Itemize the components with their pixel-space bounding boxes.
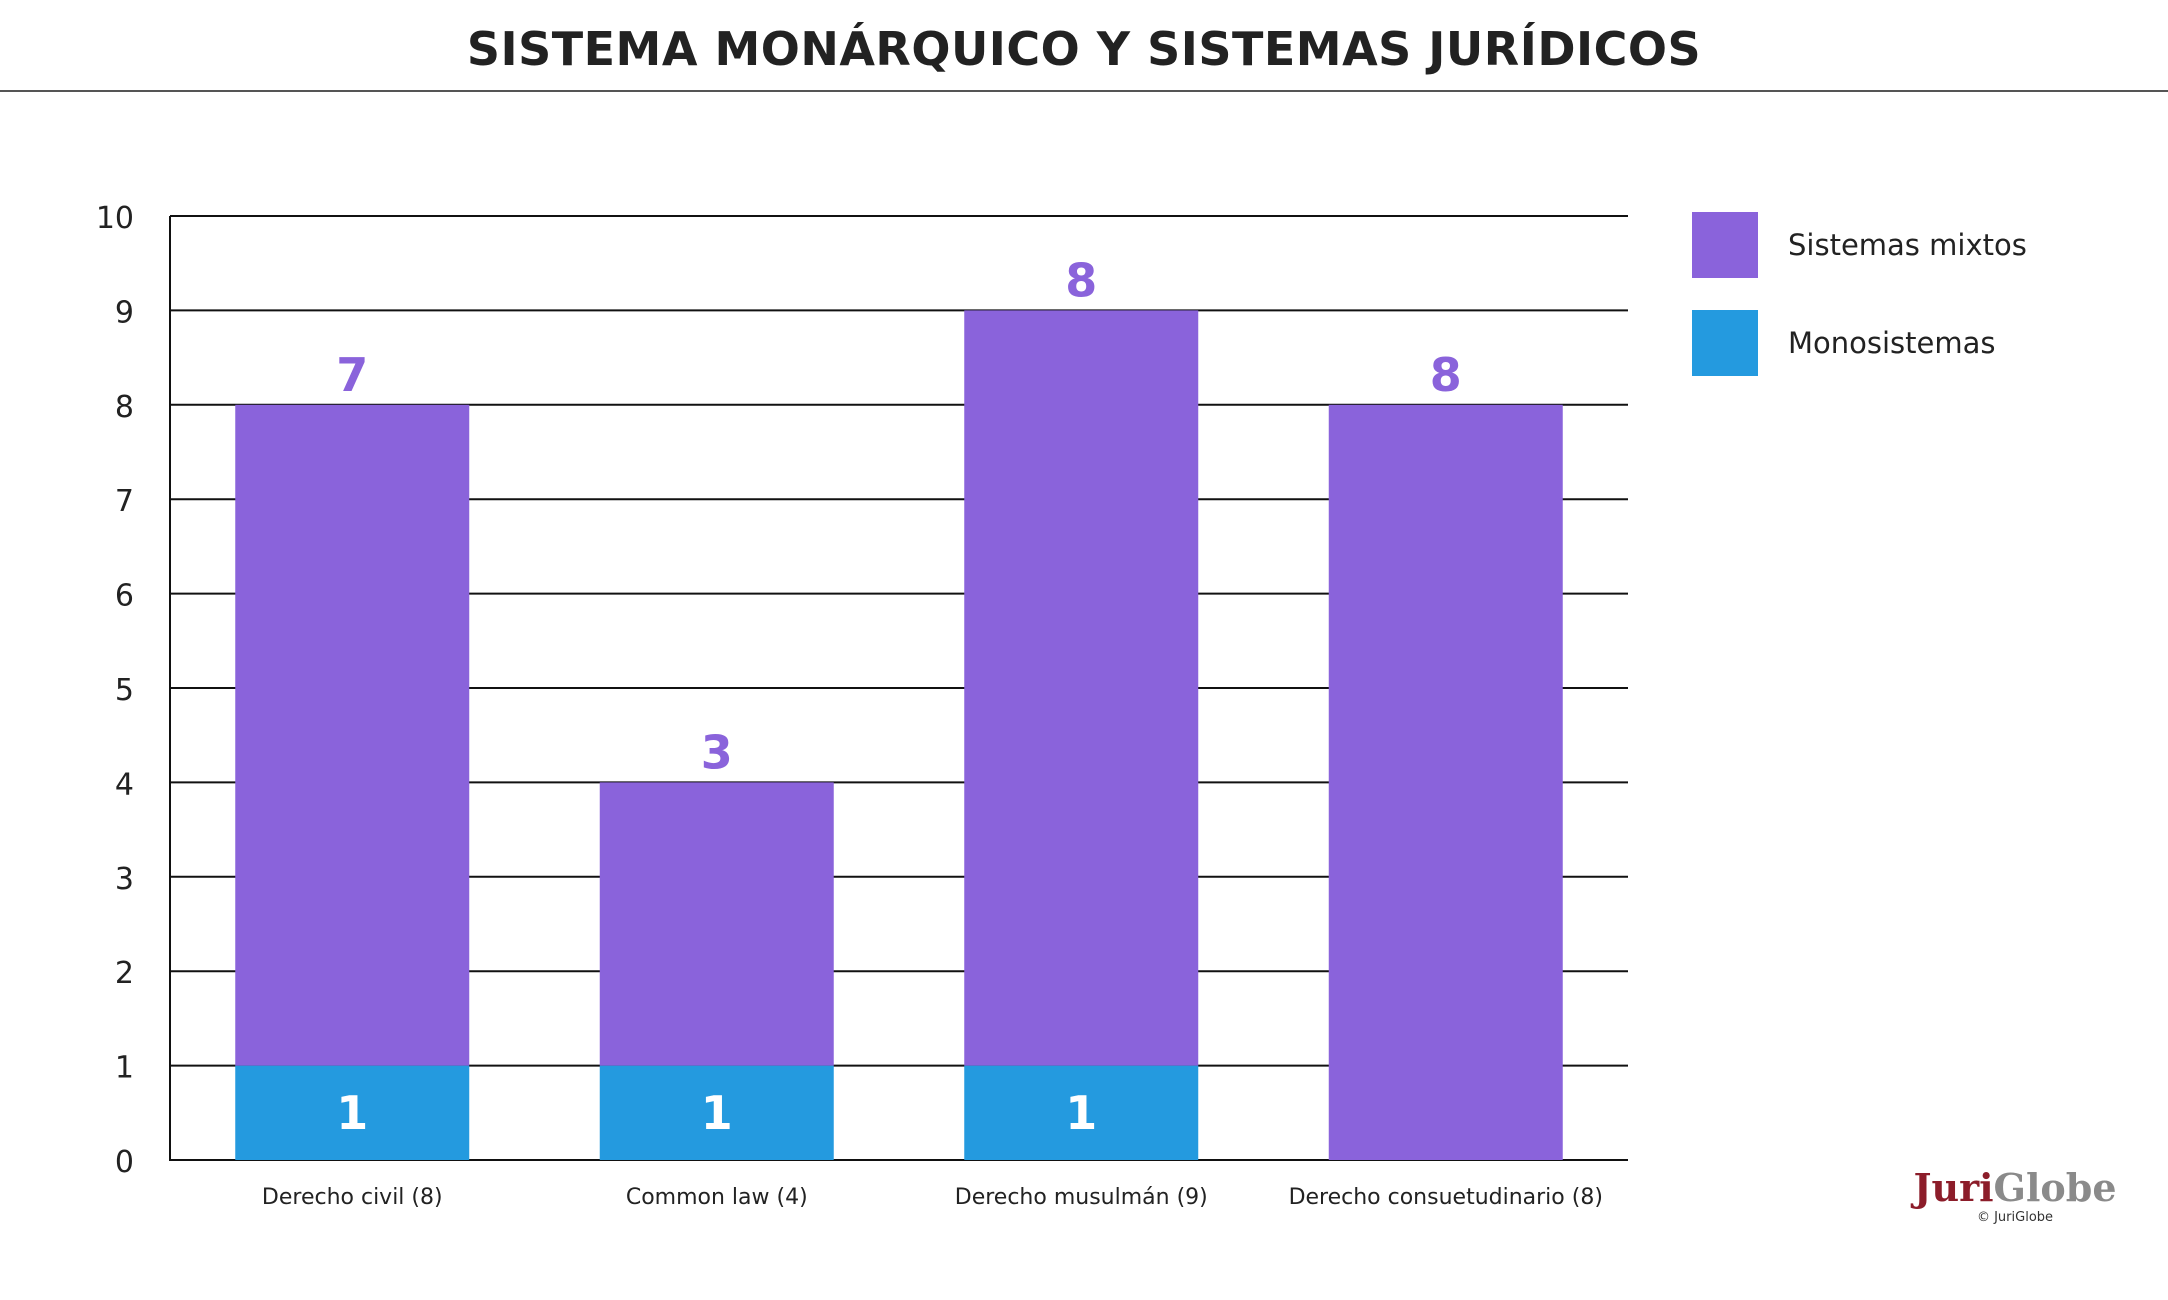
chart-header: SISTEMA MONÁRQUICO Y SISTEMAS JURÍDICOS	[0, 0, 2168, 92]
y-tick-label: 7	[115, 484, 134, 519]
bar-monosistemas	[964, 1065, 1199, 1160]
x-category-label: Common law (4)	[626, 1185, 808, 1210]
bar-sistemas-mixtos	[964, 310, 1199, 1066]
legend-label-monosistemas: Monosistemas	[1788, 326, 1996, 360]
legend: Sistemas mixtos Monosistemas	[1692, 212, 2027, 408]
data-label-sistemas-mixtos: 8	[1065, 253, 1097, 307]
y-tick-label: 0	[115, 1145, 134, 1180]
data-label-sistemas-mixtos: 8	[1430, 348, 1462, 402]
y-tick-label: 5	[115, 673, 134, 708]
legend-swatch-monosistemas	[1692, 310, 1758, 376]
data-label-sistemas-mixtos: 7	[336, 348, 368, 402]
data-label-monosistemas: 1	[336, 1086, 368, 1140]
logo-copyright: © JuriGlobe	[1976, 1210, 2054, 1225]
bar-monosistemas	[599, 1065, 834, 1160]
y-tick-label: 6	[115, 579, 134, 614]
data-label-sistemas-mixtos: 3	[701, 725, 733, 779]
data-label-monosistemas: 1	[1065, 1086, 1097, 1140]
legend-swatch-sistemas-mixtos	[1692, 212, 1758, 278]
y-tick-label: 8	[115, 390, 134, 425]
legend-item-monosistemas: Monosistemas	[1692, 310, 2027, 376]
y-tick-label: 4	[115, 767, 134, 802]
y-tick-label: 10	[96, 201, 134, 236]
y-tick-label: 2	[115, 956, 134, 991]
y-tick-label: 1	[115, 1051, 134, 1086]
x-category-label: Derecho civil (8)	[262, 1185, 443, 1210]
legend-item-sistemas-mixtos: Sistemas mixtos	[1692, 212, 2027, 278]
bar-sistemas-mixtos	[599, 782, 834, 1066]
bar-monosistemas	[235, 1065, 470, 1160]
data-label-monosistemas: 1	[701, 1086, 733, 1140]
bar-sistemas-mixtos	[1328, 404, 1563, 1160]
juriglobe-logo: JuriGlobe © JuriGlobe	[1910, 1168, 2120, 1226]
y-tick-label: 3	[115, 862, 134, 897]
legend-label-sistemas-mixtos: Sistemas mixtos	[1788, 228, 2027, 262]
logo-wordmark-text: JuriGlobe	[1913, 1165, 2117, 1210]
logo-wordmark: JuriGlobe	[1910, 1168, 2120, 1208]
x-category-label: Derecho musulmán (9)	[955, 1185, 1208, 1210]
bar-sistemas-mixtos	[235, 404, 470, 1066]
y-tick-label: 9	[115, 295, 134, 330]
x-category-label: Derecho consuetudinario (8)	[1289, 1185, 1603, 1210]
chart-title: SISTEMA MONÁRQUICO Y SISTEMAS JURÍDICOS	[466, 22, 1702, 76]
